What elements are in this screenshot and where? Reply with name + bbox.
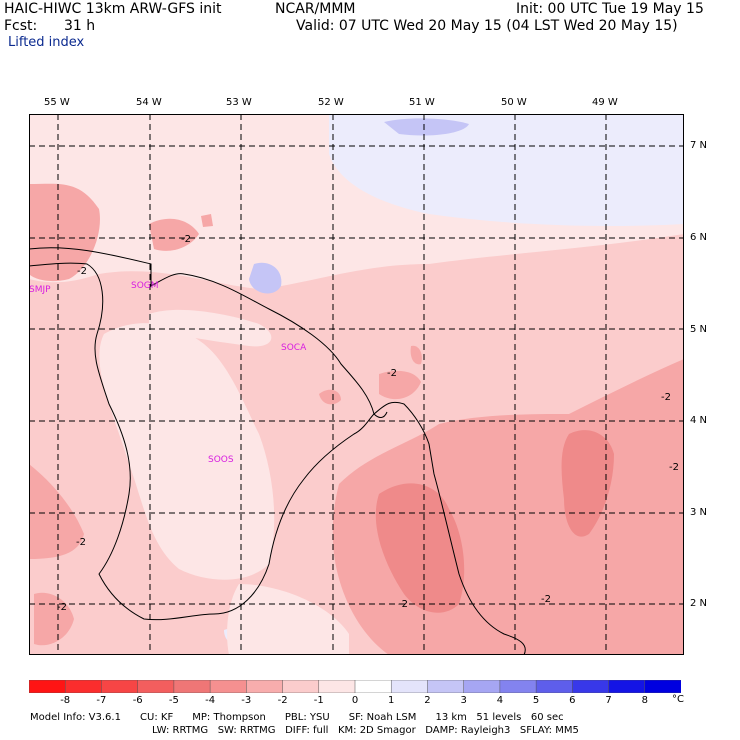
contour-label: -2 (77, 266, 87, 277)
colorbar-tick-label: 4 (496, 695, 504, 706)
colorbar-cell (427, 680, 465, 693)
lat-label: 7 N (690, 140, 708, 151)
border-line (373, 411, 388, 418)
colorbar-tick-label: 5 (532, 695, 540, 706)
colorbar-tick-label: 8 (641, 695, 648, 706)
colorbar-cell (318, 680, 356, 693)
colorbar-cell (282, 680, 320, 693)
contour-label: -2 (669, 462, 679, 473)
colorbar-cell (608, 680, 646, 693)
blue-region-strong (384, 118, 469, 136)
colorbar-cell (463, 680, 501, 693)
colorbar-cell (572, 680, 610, 693)
lon-label: 52 W (318, 97, 344, 108)
lon-label: 55 W (44, 97, 70, 108)
station-label: SOGM (131, 281, 159, 291)
colorbar-tick-label: -8 (60, 695, 71, 706)
pink-region (319, 389, 341, 405)
pink-region (29, 464, 84, 559)
contour-label: -2 (541, 594, 551, 605)
pink-region (379, 370, 421, 400)
colorbar-cell (390, 680, 429, 693)
pink-region (149, 218, 199, 251)
lon-label: 51 W (409, 97, 435, 108)
neutral-region (99, 323, 275, 580)
colorbar-cell (101, 680, 139, 693)
colorbar-tick-label: 0 (351, 695, 359, 706)
colorbar-cell (644, 680, 681, 693)
colorbar-tick-label: -1 (313, 695, 324, 706)
colorbar-cell (64, 680, 103, 693)
contour-label: -2 (398, 599, 408, 610)
model-info-line1: Model Info: V3.6.1 CU: KF MP: Thompson P… (30, 712, 564, 723)
colorbar-cell (246, 680, 284, 693)
map-frame (29, 114, 684, 655)
blue-spot (249, 262, 282, 294)
pink-region (201, 214, 213, 227)
colorbar-cell (354, 680, 392, 693)
lon-label: 53 W (226, 97, 252, 108)
colorbar-cell (209, 680, 248, 693)
lon-label: 54 W (136, 97, 162, 108)
colorbar-tick-label: -5 (168, 695, 179, 706)
station-label: SOCA (281, 343, 307, 353)
model-title: HAIC-HIWC 13km ARW-GFS init (4, 1, 222, 17)
valid-time: Valid: 07 UTC Wed 20 May 15 (04 LST Wed … (296, 18, 678, 34)
colorbar-tick-label: -4 (205, 695, 216, 706)
lat-label: 6 N (690, 232, 708, 243)
lat-label: 4 N (690, 415, 708, 426)
contour-label: -2 (181, 234, 191, 245)
colorbar-tick-label: -7 (96, 695, 107, 706)
colorbar-tick-label: 3 (460, 695, 467, 706)
lifted-index-map: -2 -2 -2 -2 -2 -2 -2 -2 -2 SMJP SOGM SOC… (29, 114, 684, 655)
contour-label: -2 (57, 602, 67, 613)
colorbar-tick-label: -3 (241, 695, 252, 706)
station-label: SMJP (29, 285, 51, 295)
contour-label: -2 (76, 537, 86, 548)
fcst-value: 31 h (64, 18, 96, 34)
contour-label: -2 (387, 368, 397, 379)
strong-region (561, 430, 614, 537)
strong-region (375, 483, 465, 613)
colorbar-cell (137, 680, 175, 693)
colorbar (29, 680, 681, 693)
model-info-line2: LW: RRTMG SW: RRTMG DIFF: full KM: 2D Sm… (152, 725, 579, 736)
station-label: SOOS (208, 455, 234, 465)
lat-label: 5 N (690, 324, 708, 335)
colorbar-cell (29, 680, 66, 693)
neutral-region (227, 584, 349, 655)
pink-region (29, 183, 100, 282)
colorbar-cell (535, 680, 574, 693)
colorbar-tick-label: 6 (569, 695, 576, 706)
colorbar-tick-label: 7 (605, 695, 612, 706)
init-time: Init: 00 UTC Tue 19 May 15 (516, 1, 704, 17)
lat-label: 2 N (690, 598, 708, 609)
blue-region (329, 114, 684, 226)
colorbar-tick-label: -6 (132, 695, 143, 706)
graticule (29, 114, 684, 655)
org-label: NCAR/MMM (275, 1, 356, 17)
fcst-label: Fcst: (4, 18, 38, 34)
contour-label: -2 (661, 392, 671, 403)
lon-label: 49 W (592, 97, 618, 108)
lon-label: 50 W (501, 97, 527, 108)
colorbar-tick-label: -2 (277, 695, 288, 706)
border-line (29, 262, 375, 621)
coastline (29, 247, 526, 655)
colorbar-cell (499, 680, 537, 693)
colorbar-unit: °C (672, 694, 684, 705)
lat-label: 3 N (690, 507, 708, 518)
colorbar-cell (173, 680, 211, 693)
colorbar-tick-label: 2 (424, 695, 431, 706)
field-name: Lifted index (8, 35, 85, 50)
colorbar-tick-label: 1 (388, 695, 395, 706)
pink-region (34, 592, 74, 646)
pink-region (410, 345, 422, 365)
